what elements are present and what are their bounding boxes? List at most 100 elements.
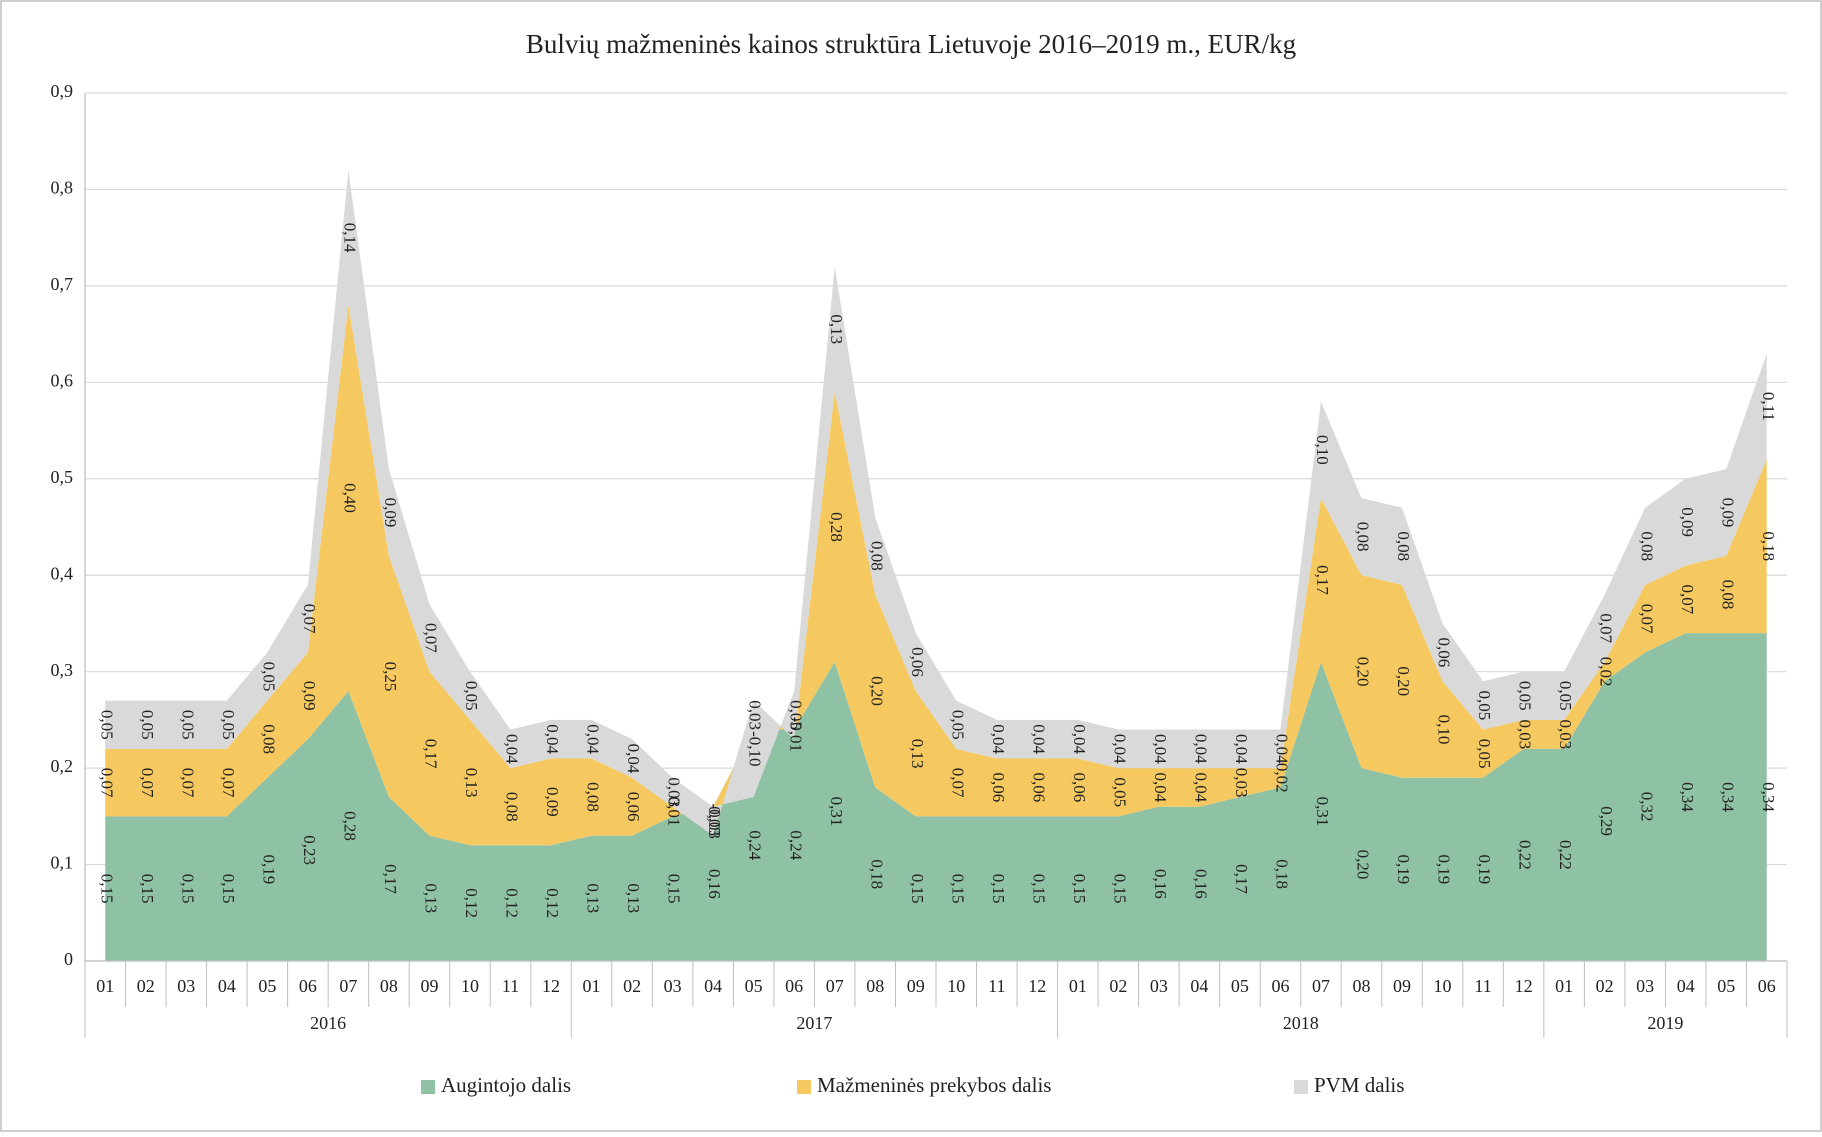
data-label: 0,06 <box>624 792 643 822</box>
data-label: 0,04 <box>989 724 1008 754</box>
data-label: 0,03 <box>665 777 684 807</box>
data-label: 0,16 <box>1191 869 1210 899</box>
data-label: 0,09 <box>1678 507 1697 537</box>
data-label: 0,34 <box>1718 782 1737 812</box>
data-label: 0,20 <box>1354 850 1373 880</box>
data-label: 0,31 <box>1313 797 1332 827</box>
x-tick-label: 10 <box>947 976 965 996</box>
data-label: 0,15 <box>989 874 1008 904</box>
data-label: 0,13 <box>624 883 643 913</box>
data-label: 0,04 <box>1110 734 1129 764</box>
data-label: 0,17 <box>1232 864 1251 894</box>
x-tick-label: 09 <box>420 976 438 996</box>
data-label: 0,06 <box>1070 773 1089 803</box>
data-label: 0,12 <box>503 888 522 918</box>
data-label: 0,17 <box>381 864 400 894</box>
data-label: 0,07 <box>300 604 319 634</box>
x-group-label: 2019 <box>1647 1013 1683 1033</box>
data-label: 0,20 <box>1354 657 1373 687</box>
x-group-label: 2016 <box>310 1013 346 1033</box>
y-tick-label: 0,9 <box>51 81 74 101</box>
x-tick-label: 04 <box>1190 976 1208 996</box>
data-label: 0,08 <box>1394 531 1413 561</box>
data-label: 0,05 <box>786 700 805 730</box>
x-tick-label: 10 <box>1434 976 1452 996</box>
data-label: 0,09 <box>381 498 400 528</box>
x-tick-label: 02 <box>623 976 641 996</box>
data-label: 0,05 <box>1110 777 1129 807</box>
y-tick-label: 0,6 <box>51 370 74 390</box>
x-tick-label: 02 <box>1596 976 1614 996</box>
data-label: 0,04 <box>1070 724 1089 754</box>
data-label: 0,06 <box>1435 638 1454 668</box>
data-label: 0,04 <box>1151 734 1170 764</box>
legend-swatch <box>421 1080 435 1094</box>
data-label: 0,08 <box>584 782 603 812</box>
x-tick-label: 01 <box>1555 976 1573 996</box>
data-label: 0,02 <box>1597 657 1616 687</box>
data-label: 0,31 <box>827 797 846 827</box>
data-label: 0,17 <box>422 739 441 769</box>
x-tick-label: 03 <box>664 976 682 996</box>
data-label: 0,14 <box>340 223 359 253</box>
legend-label: Mažmeninės prekybos dalis <box>817 1073 1051 1097</box>
chart-title: Bulvių mažmeninės kainos struktūra Lietu… <box>526 29 1296 59</box>
y-tick-label: 0,8 <box>51 178 74 198</box>
data-label: -0,10 <box>746 731 765 766</box>
data-label: 0,05 <box>97 710 116 740</box>
data-label: 0,05 <box>462 681 481 711</box>
data-label: 0,16 <box>1151 869 1170 899</box>
data-label: 0,28 <box>340 811 359 841</box>
data-label: 0,04 <box>543 724 562 754</box>
data-label: 0,15 <box>97 874 116 904</box>
data-label: 0,08 <box>867 541 886 571</box>
data-label: 0,04 <box>503 734 522 764</box>
data-label: 0,03 <box>1232 768 1251 798</box>
data-label: 0,07 <box>1637 604 1656 634</box>
x-tick-label: 09 <box>907 976 925 996</box>
data-label: 0,02 <box>1273 763 1292 793</box>
data-label: 0,15 <box>665 874 684 904</box>
data-label: 0,23 <box>300 835 319 865</box>
data-label: 0,09 <box>1718 498 1737 528</box>
data-label: 0,04 <box>624 744 643 774</box>
x-group-label: 2017 <box>796 1013 832 1033</box>
x-tick-label: 03 <box>177 976 195 996</box>
data-label: 0,15 <box>908 874 927 904</box>
data-label: 0,03 <box>705 806 724 836</box>
x-tick-label: 04 <box>218 976 236 996</box>
data-label: 0,07 <box>1597 613 1616 643</box>
data-label: 0,05 <box>1475 739 1494 769</box>
x-tick-label: 11 <box>988 976 1005 996</box>
data-label: 0,19 <box>1435 855 1454 885</box>
x-tick-label: 11 <box>1474 976 1491 996</box>
x-tick-label: 12 <box>1515 976 1533 996</box>
data-label: 0,22 <box>1516 840 1535 870</box>
x-tick-label: 09 <box>1393 976 1411 996</box>
x-tick-label: 04 <box>704 976 722 996</box>
x-tick-label: 02 <box>1109 976 1127 996</box>
data-label: 0,15 <box>948 874 967 904</box>
data-label: 0,15 <box>1070 874 1089 904</box>
legend-label: Augintojo dalis <box>441 1073 571 1097</box>
x-tick-label: 02 <box>137 976 155 996</box>
x-tick-label: 12 <box>542 976 560 996</box>
data-label: 0,34 <box>1678 782 1697 812</box>
x-tick-label: 05 <box>258 976 276 996</box>
data-label: 0,10 <box>1313 435 1332 465</box>
data-label: 0,29 <box>1597 806 1616 836</box>
data-label: 0,07 <box>138 768 157 798</box>
data-label: 0,04 <box>1191 773 1210 803</box>
y-tick-label: 0,3 <box>51 660 74 680</box>
data-label: 0,25 <box>381 662 400 692</box>
x-tick-label: 12 <box>1028 976 1046 996</box>
data-label: 0,05 <box>948 710 967 740</box>
x-tick-label: 03 <box>1150 976 1168 996</box>
data-label: 0,20 <box>867 676 886 706</box>
data-label: 0,34 <box>1759 782 1778 812</box>
data-label: 0,09 <box>543 787 562 817</box>
data-label: 0,18 <box>867 859 886 889</box>
data-label: 0,07 <box>97 768 116 798</box>
data-label: 0,08 <box>1637 531 1656 561</box>
